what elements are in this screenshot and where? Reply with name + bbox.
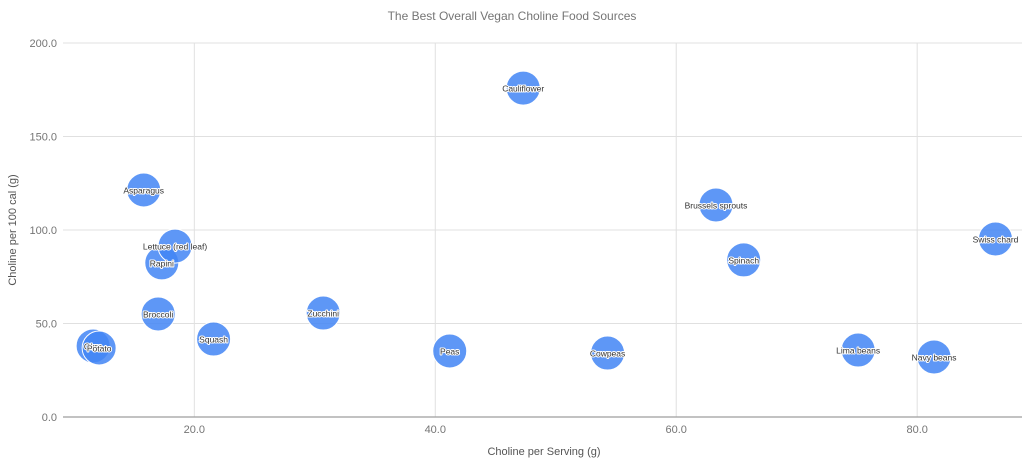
x-tick-label: 20.0 [184, 424, 205, 436]
bubble-point[interactable] [432, 333, 468, 369]
bubble-label: Lima beans [836, 346, 880, 356]
bubble-label: Zucchini [307, 309, 339, 319]
bubble-label: Cauliflower [502, 84, 544, 94]
bubble-point[interactable] [157, 228, 193, 264]
x-axis-ticks: 20.0 40.0 60.0 80.0 [184, 424, 928, 436]
bubble-point[interactable] [126, 172, 162, 208]
x-tick-label: 60.0 [666, 424, 687, 436]
y-tick-label: 50.0 [36, 319, 57, 331]
y-tick-label: 150.0 [29, 132, 57, 144]
bubble-label: Swiss chard [973, 234, 1019, 244]
y-axis-ticks: 0.0 50.0 100.0 150.0 200.0 [29, 38, 57, 424]
bubble-label: Broccoli [143, 309, 173, 319]
bubble-point[interactable] [505, 70, 541, 106]
y-tick-label: 100.0 [29, 225, 57, 237]
bubble-label: Peas [440, 346, 459, 356]
y-tick-label: 200.0 [29, 38, 57, 50]
bubble-point[interactable] [698, 187, 734, 223]
bubble-series [75, 70, 1013, 375]
bubble-label: Okra [84, 341, 103, 351]
bubble-point[interactable] [916, 339, 952, 375]
x-tick-label: 40.0 [425, 424, 446, 436]
bubble-label: Brussels sprouts [685, 200, 748, 210]
bubble-point[interactable] [977, 221, 1013, 257]
bubble-point[interactable] [840, 332, 876, 368]
bubble-point[interactable] [196, 321, 232, 357]
bubble-label: Asparagus [123, 185, 164, 195]
bubble-label: Spinach [728, 255, 759, 265]
x-tick-label: 80.0 [906, 424, 927, 436]
bubble-label: Lettuce (red leaf) [143, 242, 207, 252]
bubble-point[interactable] [305, 295, 341, 331]
bubble-point[interactable] [81, 330, 117, 366]
bubble-point[interactable] [590, 335, 626, 371]
y-axis-label: Choline per 100 cal (g) [7, 174, 19, 285]
bubble-point[interactable] [726, 242, 762, 278]
bubble-point[interactable] [140, 296, 176, 332]
y-tick-label: 0.0 [42, 412, 57, 424]
x-axis-label: Choline per Serving (g) [487, 446, 600, 458]
bubble-label: Rapini [150, 258, 174, 268]
chart-title: The Best Overall Vegan Choline Food Sour… [388, 9, 637, 23]
bubble-label: Navy beans [912, 352, 957, 362]
bubble-label: Cowpeas [590, 349, 625, 359]
bubble-label: Squash [199, 335, 228, 345]
gridlines [63, 42, 1022, 417]
bubble-label: Potato [87, 343, 112, 353]
